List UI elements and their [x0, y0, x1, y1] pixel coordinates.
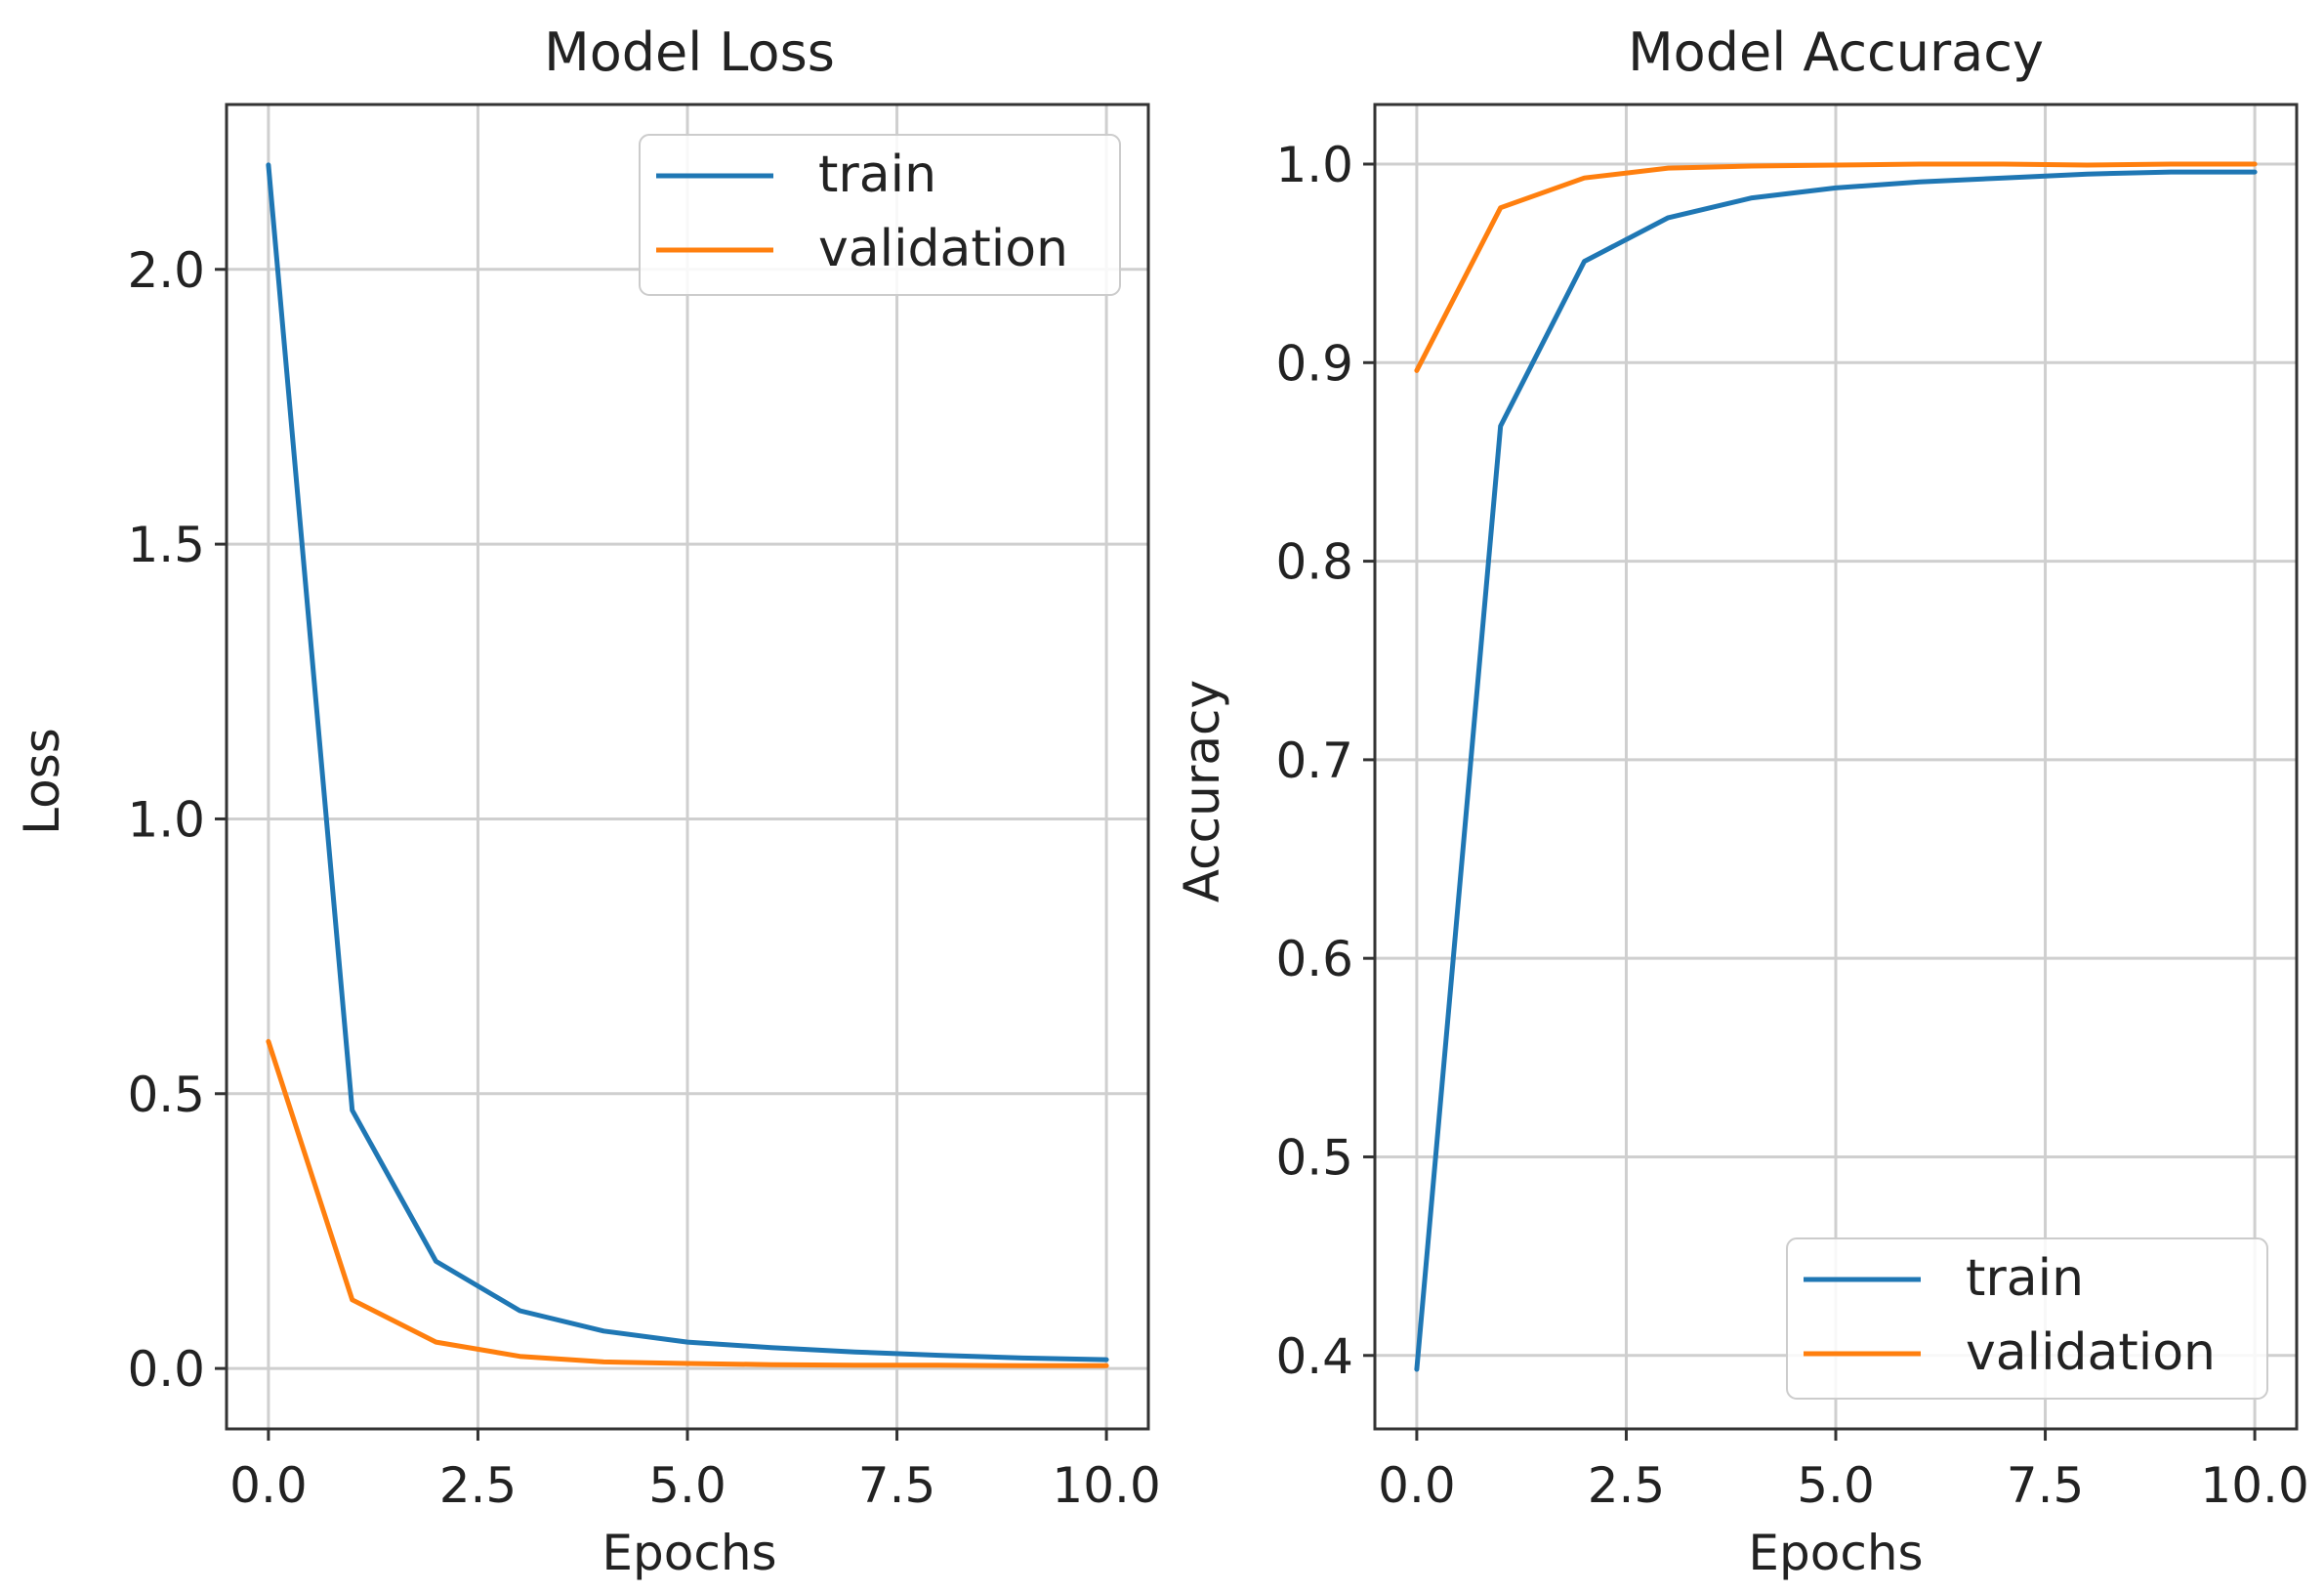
loss-validation-line — [266, 1038, 1109, 1368]
loss-x-tick-label: 0.0 — [229, 1457, 308, 1514]
accuracy-x-tick-label: 0.0 — [1378, 1457, 1456, 1514]
accuracy-y-tick-label: 1.0 — [1275, 137, 1353, 193]
loss-legend: train validation — [639, 134, 1121, 296]
accuracy-chart: Model Accuracy 0.0 2.5 5.0 7.5 10.0 0.4 0.5 0.6… — [1174, 21, 2309, 1581]
accuracy-y-tick-label: 0.4 — [1275, 1328, 1353, 1385]
accuracy-train-line — [1414, 169, 2258, 1372]
loss-chart-title: Model Loss — [544, 21, 835, 83]
loss-chart: Model Loss 0.0 2.5 5.0 7.5 10.0 0.0 0.5 1.0 1.5 2… — [14, 21, 1161, 1581]
accuracy-legend: train validation — [1786, 1237, 2268, 1400]
accuracy-y-axis-label: Accuracy — [1174, 680, 1230, 902]
loss-x-tick-label: 5.0 — [648, 1457, 726, 1514]
loss-y-tick-label: 1.5 — [127, 517, 205, 573]
accuracy-y-tick-label: 0.7 — [1275, 733, 1353, 789]
accuracy-y-tick-label: 0.5 — [1275, 1129, 1353, 1186]
accuracy-x-tick-label: 10.0 — [2200, 1457, 2308, 1514]
loss-y-tick-label: 0.5 — [127, 1067, 205, 1123]
accuracy-x-tick-label: 5.0 — [1797, 1457, 1875, 1514]
loss-train-line — [266, 162, 1109, 1362]
accuracy-y-tick-label: 0.9 — [1275, 335, 1353, 392]
loss-y-axis-label: Loss — [14, 728, 70, 835]
accuracy-x-tick-label: 2.5 — [1588, 1457, 1666, 1514]
loss-ticks: 0.0 2.5 5.0 7.5 10.0 0.0 0.5 1.0 1.5 2.0 — [127, 242, 1160, 1514]
loss-x-tick-label: 10.0 — [1052, 1457, 1160, 1514]
loss-y-tick-label: 1.0 — [127, 791, 205, 848]
loss-legend-train-label: train — [818, 146, 936, 204]
accuracy-chart-title: Model Accuracy — [1628, 21, 2044, 83]
loss-y-tick-label: 2.0 — [127, 242, 205, 299]
loss-x-axis-label: Epochs — [602, 1525, 776, 1581]
accuracy-legend-validation-label: validation — [1966, 1323, 2216, 1382]
accuracy-y-tick-label: 0.8 — [1275, 534, 1353, 591]
loss-x-tick-label: 2.5 — [439, 1457, 518, 1514]
accuracy-lines — [1414, 161, 2258, 1372]
loss-grid — [227, 105, 1148, 1429]
loss-lines — [266, 162, 1109, 1368]
accuracy-ticks: 0.0 2.5 5.0 7.5 10.0 0.4 0.5 0.6 0.7 0.8 0.9 1.0 — [1275, 137, 2308, 1514]
loss-x-tick-label: 7.5 — [858, 1457, 936, 1514]
accuracy-grid — [1375, 105, 2297, 1429]
accuracy-legend-train-label: train — [1966, 1249, 2084, 1308]
accuracy-validation-line — [1414, 161, 2258, 373]
loss-y-tick-label: 0.0 — [127, 1341, 205, 1398]
accuracy-y-tick-label: 0.6 — [1275, 931, 1353, 987]
loss-legend-validation-label: validation — [818, 220, 1068, 278]
accuracy-x-tick-label: 7.5 — [2007, 1457, 2085, 1514]
accuracy-x-axis-label: Epochs — [1748, 1525, 1923, 1581]
